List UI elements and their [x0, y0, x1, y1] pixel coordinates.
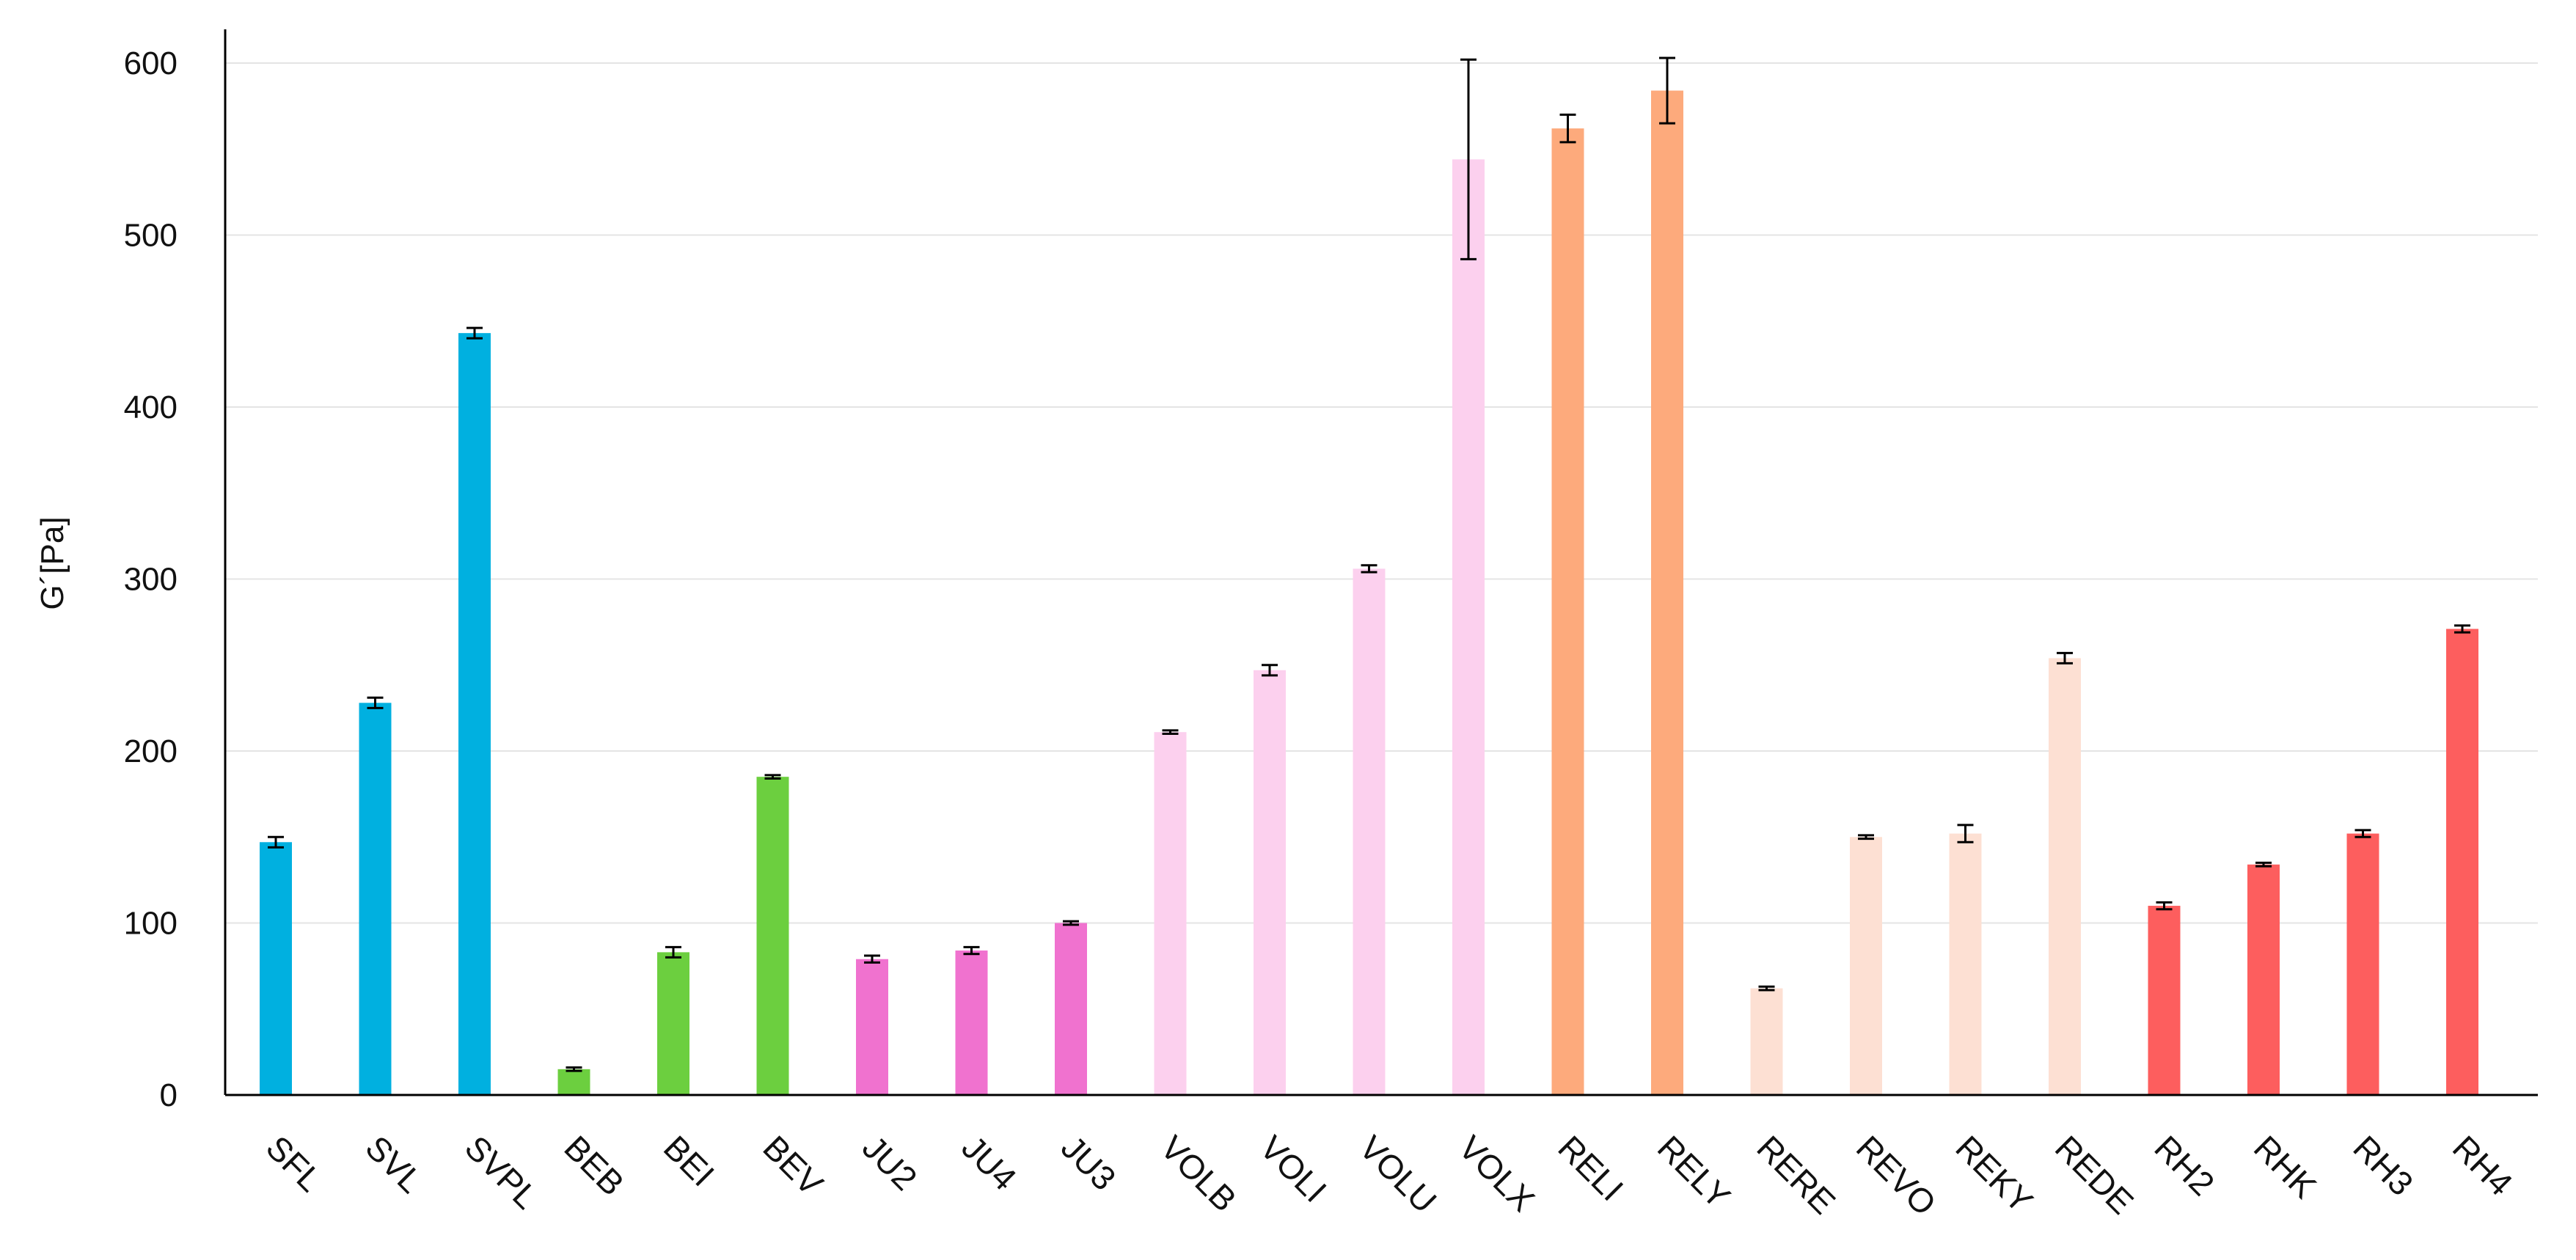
x-tick-label: RH2: [2147, 1128, 2222, 1203]
x-tick-label: RH4: [2445, 1128, 2520, 1203]
error-bar-svl: [367, 696, 384, 709]
bar-svl: [359, 703, 392, 1095]
y-tick-label: 0: [160, 1077, 178, 1113]
bar-svpl: [458, 333, 491, 1095]
y-tick-labels: 0 100 200 300 400 500 600: [124, 45, 178, 1113]
y-tick-label: 100: [124, 906, 178, 942]
bar-beb: [557, 1069, 590, 1095]
error-bar-svpl: [466, 326, 483, 340]
error-bar-rh4: [2454, 624, 2470, 634]
bar-volx: [1452, 159, 1485, 1095]
error-bar-ju2: [864, 954, 880, 964]
x-tick-label: VOLU: [1352, 1128, 1443, 1220]
bar-rh2: [2148, 906, 2181, 1095]
x-tick-label: REKY: [1948, 1128, 2040, 1220]
error-bar-rh2: [2156, 901, 2173, 911]
bar-sfl: [260, 842, 292, 1095]
error-bar-voli: [1262, 664, 1278, 677]
error-bar-ju3: [1063, 920, 1079, 926]
x-tick-label: BEI: [656, 1128, 722, 1193]
bar-bei: [657, 952, 689, 1095]
bar-rere: [1750, 988, 1783, 1095]
y-tick-label: 500: [124, 218, 178, 254]
bar-bev: [756, 777, 789, 1095]
bar-ju4: [955, 951, 988, 1095]
x-tick-label: REVO: [1849, 1128, 1944, 1223]
bar-rely: [1651, 90, 1683, 1095]
x-tick-label: RHK: [2247, 1128, 2324, 1206]
error-bar-reky: [1957, 824, 1974, 843]
error-bar-volx: [1460, 58, 1477, 260]
x-tick-label: RERE: [1749, 1128, 1843, 1221]
x-tick-label: JU3: [1054, 1128, 1124, 1198]
axes: [224, 29, 2538, 1096]
error-bar-reli: [1559, 113, 1576, 144]
bar-volb: [1154, 732, 1187, 1095]
bar-reky: [1949, 833, 1982, 1095]
x-tick-label: VOLI: [1253, 1128, 1334, 1209]
bar-rede: [2049, 658, 2081, 1095]
y-axis-title: G´[Pa]: [34, 516, 70, 609]
error-bar-sfl: [268, 835, 284, 849]
error-bar-bev: [764, 774, 781, 780]
x-tick-label: JU4: [954, 1128, 1024, 1198]
error-bar-volu: [1361, 564, 1377, 574]
bar-rh3: [2346, 833, 2379, 1095]
x-tick-label: SFL: [259, 1128, 329, 1198]
y-tick-label: 300: [124, 562, 178, 598]
y-tick-label: 600: [124, 45, 178, 81]
y-tick-label: 400: [124, 389, 178, 425]
bar-ju3: [1055, 923, 1087, 1095]
error-bars: [268, 56, 2470, 1072]
error-bar-revo: [1858, 834, 1874, 840]
x-tick-label: RELI: [1551, 1128, 1631, 1208]
error-bar-ju4: [963, 945, 980, 956]
x-category-labels: SFL SVL SVPL BEB BEI BEV JU2 JU4 JU3 VOLB VOLI VOLU…: [259, 1128, 2520, 1223]
bar-ju2: [856, 959, 888, 1095]
x-tick-label: VOLX: [1452, 1128, 1543, 1219]
error-bar-rere: [1758, 985, 1775, 992]
bar-reli: [1551, 128, 1584, 1096]
x-tick-label: SVL: [358, 1128, 430, 1200]
error-bar-beb: [566, 1066, 582, 1072]
x-tick-label: BEV: [755, 1128, 830, 1203]
x-tick-label: VOLB: [1153, 1128, 1244, 1219]
error-bar-rede: [2057, 651, 2073, 664]
error-bar-bei: [665, 945, 681, 959]
x-tick-label: BEB: [557, 1128, 632, 1203]
bar-voli: [1254, 670, 1286, 1095]
x-tick-label: JU2: [855, 1128, 925, 1198]
bars: [260, 90, 2478, 1096]
error-bar-rh3: [2354, 829, 2371, 838]
bar-volu: [1353, 568, 1386, 1095]
x-tick-label: RELY: [1650, 1128, 1738, 1215]
x-tick-label: SVPL: [458, 1128, 546, 1216]
x-tick-label: REDE: [2048, 1128, 2141, 1221]
y-tick-label: 200: [124, 733, 178, 769]
error-bar-volb: [1162, 729, 1179, 736]
x-tick-label: RH3: [2346, 1128, 2421, 1203]
error-bar-rhk: [2255, 861, 2272, 868]
bar-rh4: [2446, 629, 2478, 1095]
bar-rhk: [2247, 864, 2280, 1095]
bar-revo: [1850, 837, 1882, 1095]
error-bar-rely: [1659, 56, 1675, 125]
